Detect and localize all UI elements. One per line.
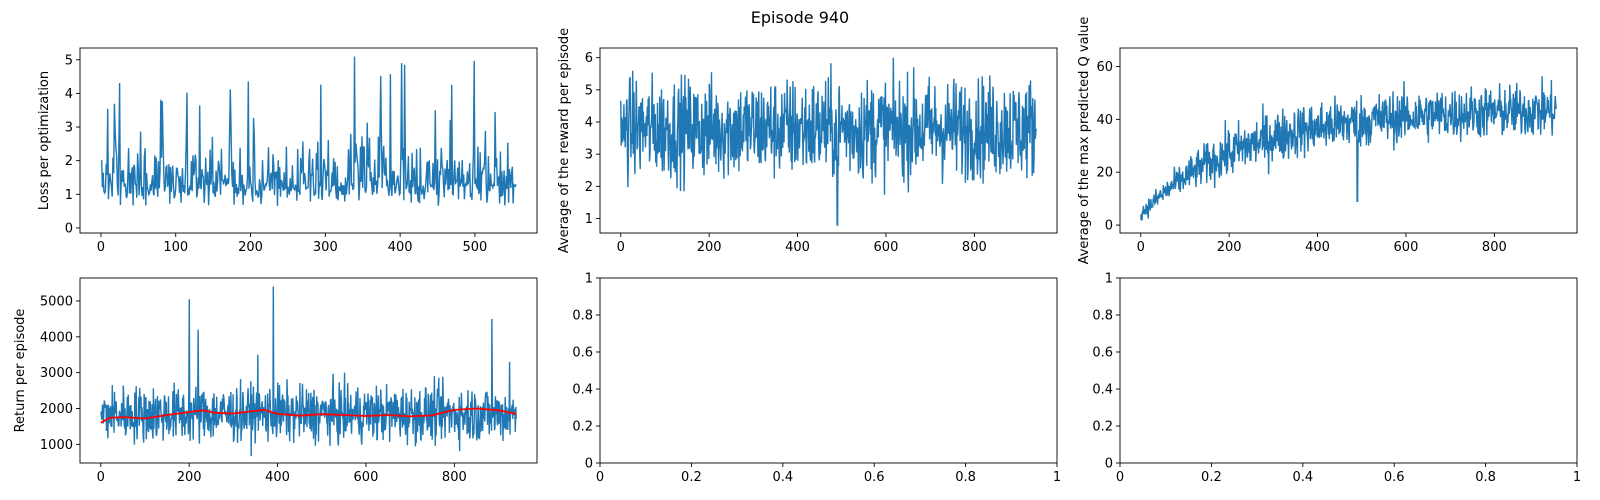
x-tick-label: 0.6: [864, 470, 885, 485]
x-tick-label: 0.8: [955, 470, 976, 485]
x-tick-label: 400: [388, 240, 413, 255]
x-tick-label: 200: [238, 240, 263, 255]
y-tick-label: 3: [585, 148, 593, 163]
series-line-1: [1140, 76, 1557, 221]
y-axis-label: Return per episode: [13, 309, 28, 433]
y-tick-label: 5: [585, 83, 593, 98]
x-tick-label: 200: [177, 470, 202, 485]
y-tick-label: 0: [1105, 457, 1113, 472]
x-tick-label: 1: [1053, 470, 1061, 485]
subplot-5: 0 0.2 0.4 0.6 0.8 1 0 0.2 0.4 0.6 0.8 1: [572, 272, 1061, 486]
y-tick-label: 0.2: [572, 420, 593, 435]
y-tick-label: 0.4: [572, 383, 593, 398]
y-tick-label: 4: [65, 87, 73, 102]
subplot-3: 0 200 400 600 800 0 20 40 60 Average of the max p…: [1077, 17, 1578, 265]
y-tick-label: 40: [1096, 113, 1113, 128]
x-tick-label: 0: [1116, 470, 1124, 485]
axes-frame: [1119, 277, 1578, 464]
x-tick-label: 800: [1482, 240, 1507, 255]
x-tick-label: 0: [617, 240, 625, 255]
y-axis-label: Average of the reward per episode: [557, 28, 572, 253]
x-tick-label: 400: [265, 470, 290, 485]
series-line-2: [100, 407, 517, 424]
x-tick-label: 200: [1217, 240, 1242, 255]
series-line-1: [100, 56, 517, 206]
y-tick-label: 0.6: [1092, 346, 1113, 361]
x-tick-label: 600: [1394, 240, 1419, 255]
axes-frame: [79, 47, 538, 234]
figure-suptitle: Episode 940: [751, 8, 849, 27]
y-tick-label: 0.6: [572, 346, 593, 361]
x-tick-label: 400: [785, 240, 810, 255]
y-tick-label: 0.8: [1092, 309, 1113, 324]
y-tick-label: 4: [585, 116, 593, 131]
x-tick-label: 0.6: [1384, 470, 1405, 485]
subplot-4: 0 200 400 600 800 1000 2000 3000 4000 5000 Return …: [13, 277, 538, 485]
y-tick-label: 2000: [40, 402, 73, 417]
y-tick-label: 20: [1096, 166, 1113, 181]
y-tick-label: 0.2: [1092, 420, 1113, 435]
y-tick-label: 3000: [40, 366, 73, 381]
y-tick-label: 2: [585, 180, 593, 195]
axes-frame: [599, 277, 1058, 464]
y-tick-label: 1: [585, 212, 593, 227]
x-tick-label: 0: [596, 470, 604, 485]
x-tick-label: 800: [442, 470, 467, 485]
x-tick-label: 1: [1573, 470, 1581, 485]
axes-frame: [79, 277, 538, 464]
x-tick-label: 0.2: [1201, 470, 1222, 485]
x-tick-label: 300: [313, 240, 338, 255]
y-tick-label: 1: [1105, 272, 1113, 287]
x-tick-label: 100: [163, 240, 188, 255]
x-tick-label: 200: [697, 240, 722, 255]
x-tick-label: 0.4: [1292, 470, 1313, 485]
y-tick-label: 1: [65, 188, 73, 203]
y-tick-label: 0: [1105, 219, 1113, 234]
x-tick-label: 600: [354, 470, 379, 485]
x-tick-label: 0.8: [1475, 470, 1496, 485]
x-tick-label: 0.2: [681, 470, 702, 485]
axes-frame: [1119, 47, 1578, 234]
y-tick-label: 1: [585, 272, 593, 287]
y-tick-label: 3: [65, 121, 73, 136]
subplot-2: 0 200 400 600 800 1 2 3 4 5 6 Average of the reward…: [557, 28, 1058, 255]
subplot-6: 0 0.2 0.4 0.6 0.8 1 0 0.2 0.4 0.6 0.8 1: [1092, 272, 1581, 486]
y-tick-label: 0: [65, 221, 73, 236]
x-tick-label: 0: [97, 240, 105, 255]
y-axis-label: Loss per optimization: [37, 71, 52, 210]
series-line-1: [620, 57, 1037, 226]
y-tick-label: 1000: [40, 438, 73, 453]
series-line-1: [100, 286, 517, 457]
x-tick-label: 0: [1137, 240, 1145, 255]
x-tick-label: 0.4: [772, 470, 793, 485]
y-tick-label: 2: [65, 154, 73, 169]
y-tick-label: 5000: [40, 294, 73, 309]
y-tick-label: 0: [585, 457, 593, 472]
subplot-1: 0 100 200 300 400 500 0 1 2 3 4 5 Loss per optimizat…: [37, 47, 538, 255]
x-tick-label: 600: [874, 240, 899, 255]
x-tick-label: 0: [97, 470, 105, 485]
y-tick-label: 0.4: [1092, 383, 1113, 398]
y-tick-label: 5: [65, 53, 73, 68]
y-tick-label: 4000: [40, 330, 73, 345]
x-tick-label: 400: [1305, 240, 1330, 255]
y-tick-label: 6: [585, 51, 593, 66]
y-tick-label: 60: [1096, 60, 1113, 75]
y-axis-label: Average of the max predicted Q value: [1077, 17, 1092, 265]
axes-frame: [599, 47, 1058, 234]
x-tick-label: 500: [463, 240, 488, 255]
x-tick-label: 800: [962, 240, 987, 255]
y-tick-label: 0.8: [572, 309, 593, 324]
